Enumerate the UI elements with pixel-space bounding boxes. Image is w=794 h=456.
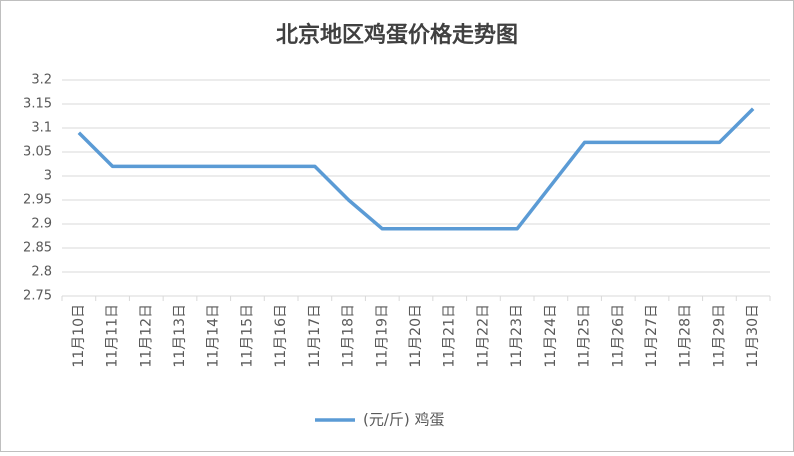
x-tick-label: 11月22日 [475,304,491,368]
x-tick-label: 11月30日 [745,304,761,368]
x-tick-label: 11月13日 [172,304,188,368]
x-tick-label: 11月15日 [239,304,255,368]
x-tick-label: 11月14日 [206,304,222,368]
legend-label: (元/斤) 鸡蛋 [363,411,445,429]
y-tick-label: 2.85 [23,241,52,256]
series-line [77,107,755,231]
x-tick-label: 11月10日 [71,304,87,368]
x-tick-label: 11月29日 [711,304,727,368]
y-tick-label: 2.8 [31,265,52,280]
x-tick-label: 11月19日 [374,304,390,368]
y-tick-label: 2.9 [31,217,52,232]
y-tick-label: 2.75 [23,289,52,304]
x-tick-label: 11月20日 [408,304,424,368]
x-tick-label: 11月24日 [543,304,559,368]
y-tick-label: 3.15 [23,97,52,112]
x-tick-label: 11月27日 [644,304,660,368]
y-tick-label: 3.05 [23,145,52,160]
x-tick-label: 11月11日 [105,304,121,368]
x-tick-label: 11月21日 [442,304,458,368]
x-tick-label: 11月16日 [273,304,289,368]
x-tick-label: 11月17日 [307,304,323,368]
x-tick-label: 11月23日 [509,304,525,368]
y-tick-label: 2.95 [23,193,52,208]
y-tick-label: 3 [44,169,52,184]
x-tick-label: 11月28日 [678,304,694,368]
x-tick-label: 11月26日 [610,304,626,368]
chart-title: 北京地区鸡蛋价格走势图 [276,22,518,48]
x-tick-label: 11月25日 [577,304,593,368]
x-tick-label: 11月12日 [138,304,154,368]
y-tick-label: 3.1 [31,121,52,136]
y-tick-label: 3.2 [31,73,52,88]
x-tick-label: 11月18日 [341,304,357,368]
